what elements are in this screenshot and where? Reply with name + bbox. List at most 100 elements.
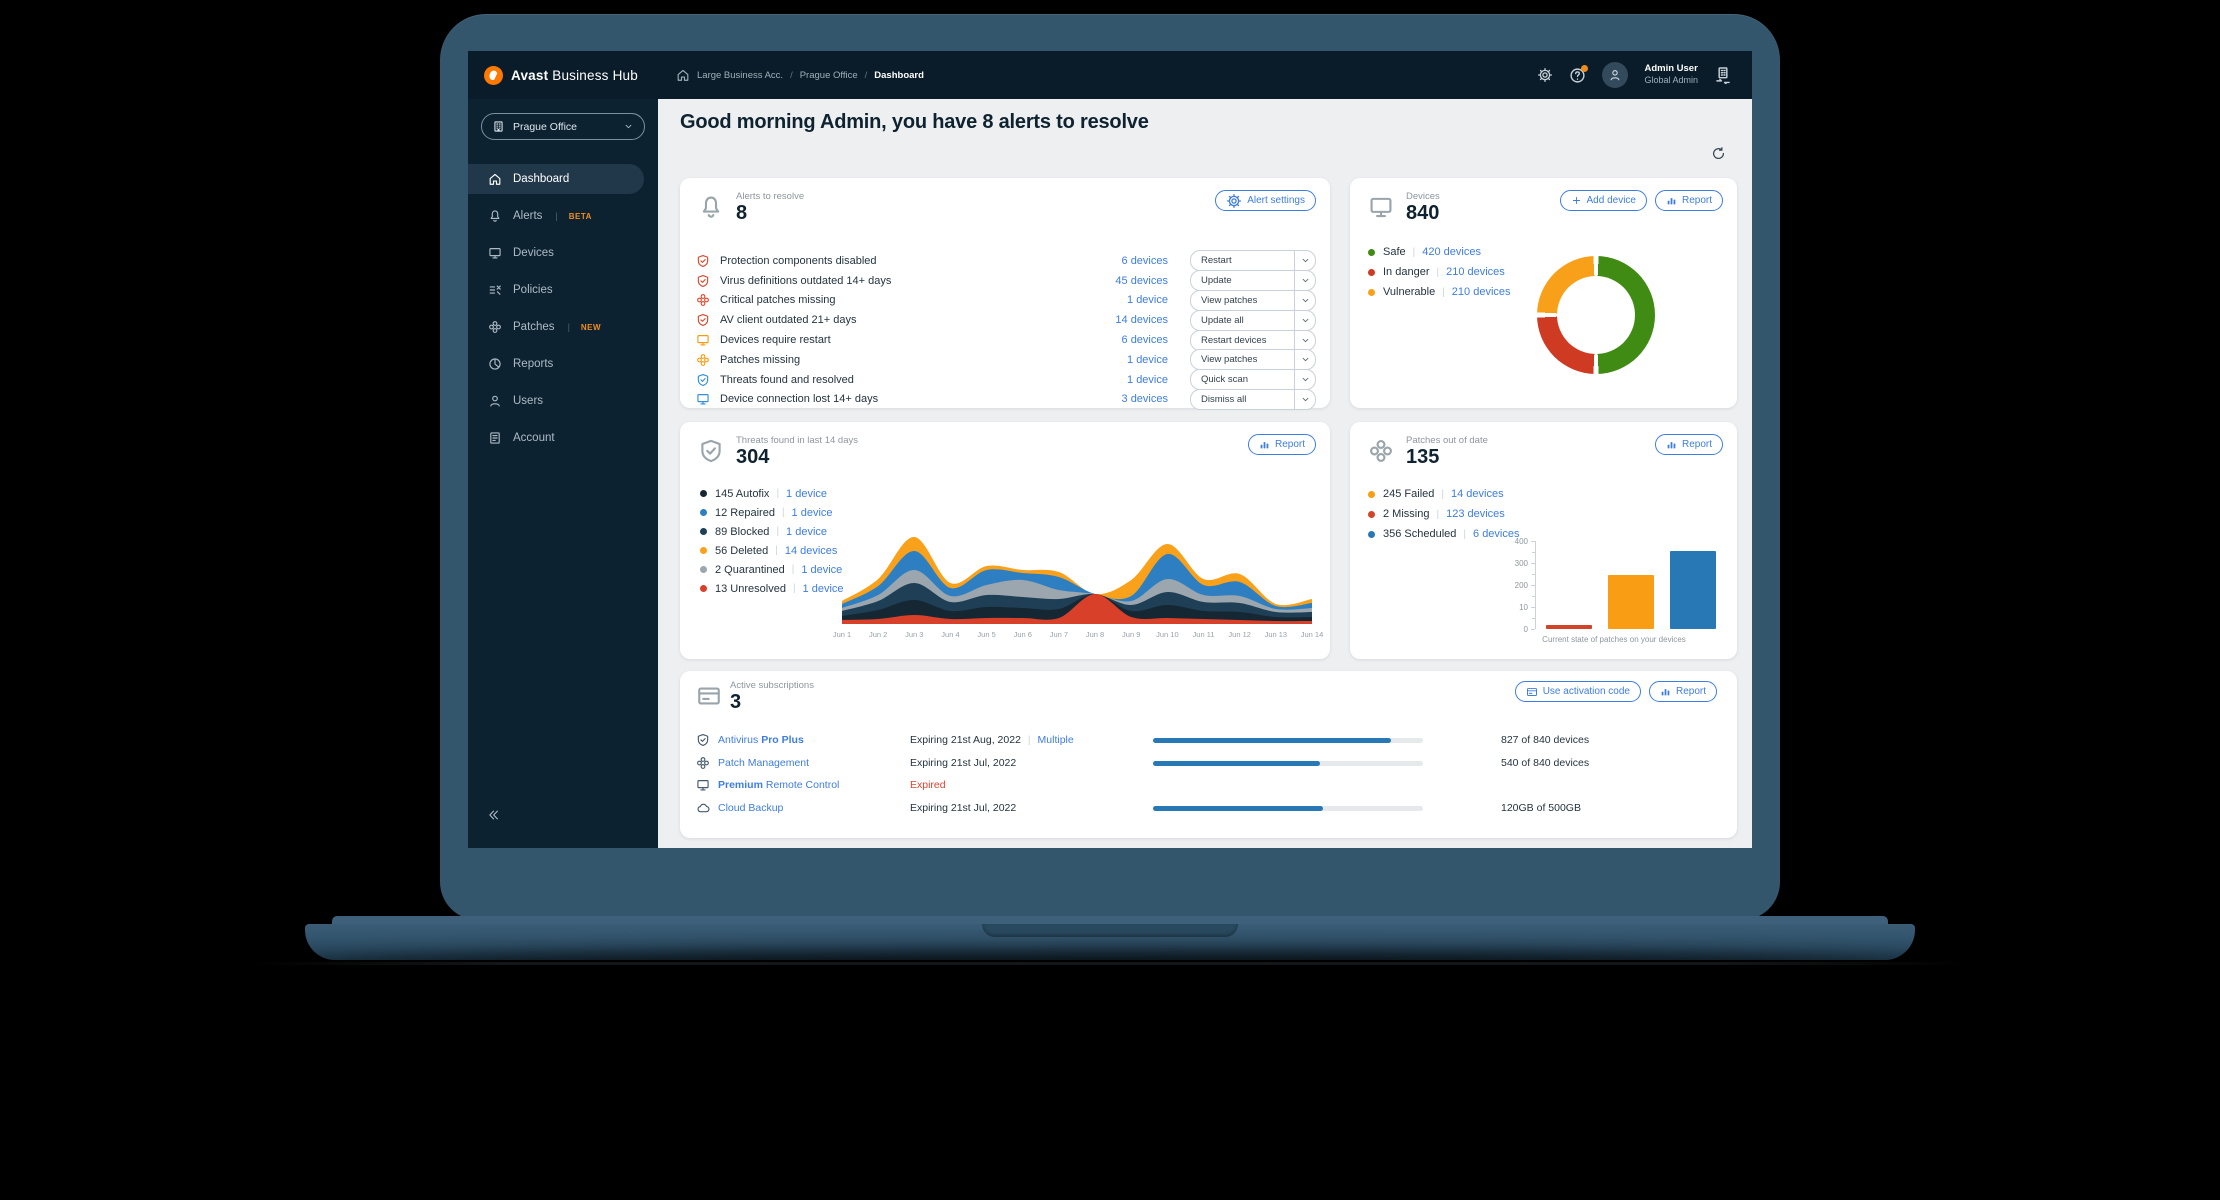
patches-report-button[interactable]: Report xyxy=(1654,434,1723,455)
alert-devices-link[interactable]: 1 device xyxy=(1127,294,1168,307)
patch-icon xyxy=(696,293,711,307)
shield-icon xyxy=(696,313,711,327)
subscription-expiry: Expired xyxy=(910,779,946,792)
bar-chart-icon xyxy=(1666,195,1677,206)
use-activation-code-button[interactable]: Use activation code xyxy=(1514,681,1641,702)
legend-devices-link[interactable]: 123 devices xyxy=(1446,508,1505,520)
legend-devices-link[interactable]: 1 device xyxy=(791,506,833,519)
breadcrumb-item[interactable]: Dashboard xyxy=(874,69,924,81)
bar-chart-icon xyxy=(1666,439,1677,450)
shield-icon xyxy=(696,254,711,268)
alert-devices-link[interactable]: 3 devices xyxy=(1121,393,1168,406)
alert-action-dropdown[interactable]: View patches xyxy=(1190,349,1316,371)
badge-divider: | xyxy=(555,211,558,221)
refresh-button[interactable] xyxy=(1711,146,1726,161)
org-selector[interactable]: Prague Office xyxy=(481,113,645,140)
alert-devices-link[interactable]: 1 device xyxy=(1127,353,1168,366)
laptop-notch xyxy=(982,924,1238,937)
y-tick-label: 200 xyxy=(1514,581,1528,590)
legend-devices-link[interactable]: 14 devices xyxy=(784,544,838,557)
legend-dot xyxy=(700,528,707,535)
shield-icon xyxy=(696,274,711,288)
devices-report-button[interactable]: Report xyxy=(1654,190,1723,211)
sidebar-item-reports[interactable]: Reports xyxy=(468,349,644,379)
alert-devices-link[interactable]: 6 devices xyxy=(1121,334,1168,347)
app-screen: Avast Business Hub Large Business Acc. / P… xyxy=(468,51,1752,848)
legend-item: 13 Unresolved | 1 device xyxy=(700,579,844,598)
alert-devices-link[interactable]: 14 devices xyxy=(1115,314,1168,327)
legend-devices-link[interactable]: 210 devices xyxy=(1446,266,1505,278)
alert-devices-link[interactable]: 1 device xyxy=(1127,373,1168,386)
person-icon xyxy=(1608,68,1622,82)
threats-report-button[interactable]: Report xyxy=(1247,434,1316,455)
alert-text: AV client outdated 21+ days xyxy=(720,314,857,327)
subscription-name-link[interactable]: Cloud Backup xyxy=(718,801,784,814)
sidebar-collapse-button[interactable] xyxy=(486,808,500,822)
alert-text: Protection components disabled xyxy=(720,254,877,267)
sidebar-item-account[interactable]: Account xyxy=(468,423,644,453)
sidebar-item-policies[interactable]: Policies xyxy=(468,275,644,305)
dropdown-value: Update all xyxy=(1201,314,1244,326)
legend-item: 56 Deleted | 14 devices xyxy=(700,541,844,560)
monitor-icon xyxy=(696,778,711,792)
subscriptions-report-button[interactable]: Report xyxy=(1648,681,1717,702)
legend-devices-link[interactable]: 1 device xyxy=(801,563,843,576)
alert-row: Patches missing 1 device View patches xyxy=(696,349,1316,371)
legend-devices-link[interactable]: 210 devices xyxy=(1451,286,1511,298)
alert-devices-link[interactable]: 6 devices xyxy=(1121,254,1168,267)
breadcrumb-item[interactable]: Prague Office xyxy=(799,69,858,81)
help-icon[interactable] xyxy=(1569,64,1589,84)
add-device-button[interactable]: Add device xyxy=(1559,190,1647,211)
legend-divider: | xyxy=(775,545,778,556)
sidebar-item-patches[interactable]: Patches | NEW xyxy=(468,312,644,342)
alert-action-dropdown[interactable]: Restart xyxy=(1190,250,1316,272)
badge-divider: | xyxy=(567,322,570,332)
sidebar-item-label: Users xyxy=(513,395,544,407)
sidebar-item-alerts[interactable]: Alerts | BETA xyxy=(468,201,644,231)
legend-label: 56 Deleted xyxy=(715,544,769,557)
patches-card-label: Patches out of date xyxy=(1406,435,1488,446)
legend-devices-link[interactable]: 1 device xyxy=(786,525,828,538)
subscription-name-link[interactable]: Antivirus Pro Plus xyxy=(718,734,804,747)
multiple-link[interactable]: Multiple xyxy=(1037,734,1074,747)
user-icon xyxy=(488,394,502,408)
chevron-down-icon xyxy=(1294,370,1315,390)
sidebar: Prague Office Dashboard Alerts | BETA Device… xyxy=(468,99,658,848)
alert-settings-button[interactable]: Alert settings xyxy=(1215,190,1316,211)
legend-devices-link[interactable]: 6 devices xyxy=(1473,528,1520,540)
home-icon[interactable] xyxy=(676,68,690,82)
company-switcher-icon[interactable] xyxy=(1714,66,1732,84)
avatar[interactable] xyxy=(1602,62,1629,88)
sidebar-item-users[interactable]: Users xyxy=(468,386,644,416)
laptop-base xyxy=(332,916,1888,926)
app-logo[interactable]: Avast Business Hub xyxy=(484,65,650,85)
legend-devices-link[interactable]: 1 device xyxy=(802,582,844,595)
subscription-name-link[interactable]: Patch Management xyxy=(718,756,810,769)
legend-dot xyxy=(700,585,707,592)
account-icon xyxy=(488,431,502,445)
sidebar-item-devices[interactable]: Devices xyxy=(468,238,644,268)
alert-action-dropdown[interactable]: View patches xyxy=(1190,290,1316,311)
alert-action-dropdown[interactable]: Update xyxy=(1190,270,1316,292)
legend-item: 2 Quarantined | 1 device xyxy=(700,560,844,579)
breadcrumb-item[interactable]: Large Business Acc. xyxy=(697,69,784,81)
bell-icon xyxy=(698,194,724,220)
legend-label: 13 Unresolved xyxy=(715,582,786,595)
alert-action-dropdown[interactable]: Restart devices xyxy=(1190,329,1316,351)
legend-devices-link[interactable]: 14 devices xyxy=(1450,488,1504,500)
alert-text: Threats found and resolved xyxy=(720,373,854,386)
alert-devices-link[interactable]: 45 devices xyxy=(1115,274,1168,287)
bar-missing xyxy=(1546,625,1592,629)
shield-check-icon xyxy=(698,438,724,464)
alert-action-dropdown[interactable]: Dismiss all xyxy=(1190,388,1316,410)
x-tick-label: Jun 7 xyxy=(1049,630,1069,639)
legend-devices-link[interactable]: 1 device xyxy=(786,487,828,500)
legend-devices-link[interactable]: 420 devices xyxy=(1422,246,1481,258)
alert-action-dropdown[interactable]: Quick scan xyxy=(1190,369,1316,391)
y-tick-label: 300 xyxy=(1514,559,1528,568)
gear-icon[interactable] xyxy=(1537,67,1553,83)
sidebar-item-dashboard[interactable]: Dashboard xyxy=(468,164,644,194)
alert-action-dropdown[interactable]: Update all xyxy=(1190,309,1316,331)
legend-divider: | xyxy=(781,507,785,518)
subscription-name-link[interactable]: Premium Remote Control xyxy=(718,779,840,792)
